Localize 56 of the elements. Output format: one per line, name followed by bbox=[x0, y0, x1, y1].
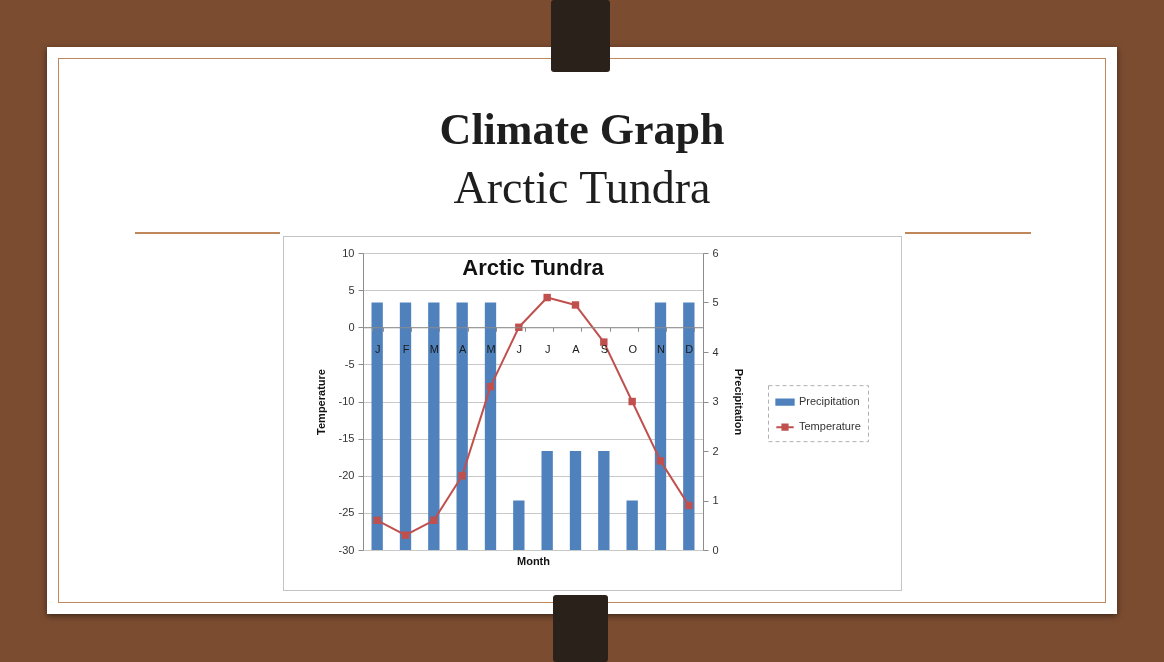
point bbox=[401, 531, 410, 539]
y2-tick-label: 1 bbox=[712, 494, 719, 506]
x-tick-label: J bbox=[516, 342, 523, 355]
point bbox=[685, 501, 693, 510]
bar bbox=[626, 500, 638, 550]
y2-tick-label: 5 bbox=[712, 296, 719, 308]
bar bbox=[654, 302, 667, 550]
y-tick-label: -20 bbox=[338, 469, 355, 482]
y-tick-label: 0 bbox=[348, 320, 355, 333]
y-tick-label: -25 bbox=[338, 506, 355, 519]
point bbox=[628, 397, 636, 406]
legend-label: Temperature bbox=[799, 420, 861, 433]
y2-axis-title: Precipitation bbox=[732, 368, 745, 436]
x-tick-label: A bbox=[458, 342, 467, 355]
x-tick-label: O bbox=[628, 342, 638, 355]
y2-tick-label: 2 bbox=[712, 444, 719, 457]
x-tick-label: M bbox=[486, 342, 496, 355]
y-tick-label: -5 bbox=[344, 357, 355, 370]
point bbox=[373, 516, 381, 525]
annotation: Arctic Tundra bbox=[462, 255, 605, 280]
y-tick-label: 10 bbox=[342, 246, 355, 259]
y-tick-label: -30 bbox=[338, 543, 355, 556]
chart-subtitle: Arctic Tundra bbox=[453, 162, 711, 214]
bar bbox=[371, 302, 383, 550]
y2-tick-label: 6 bbox=[712, 246, 719, 259]
point bbox=[571, 301, 580, 309]
y2-tick-label: 3 bbox=[712, 395, 719, 407]
bar bbox=[484, 302, 497, 550]
bar bbox=[683, 302, 695, 550]
x-tick-label: M bbox=[429, 342, 439, 355]
bar bbox=[513, 500, 525, 550]
y-tick-label: -15 bbox=[338, 432, 355, 445]
bar bbox=[541, 451, 553, 550]
point bbox=[430, 516, 438, 525]
y2-tick-label: 4 bbox=[712, 345, 719, 358]
bar bbox=[428, 302, 440, 550]
bar bbox=[456, 302, 468, 550]
bar bbox=[399, 302, 412, 550]
x-tick-label: F bbox=[402, 342, 410, 355]
y2-tick-label: 0 bbox=[712, 543, 719, 556]
bar bbox=[598, 451, 610, 550]
chart-title: Climate Graph bbox=[439, 104, 725, 156]
y-tick-label: -10 bbox=[338, 395, 355, 407]
point bbox=[458, 472, 466, 480]
x-tick-label: J bbox=[374, 342, 381, 355]
legend-label: Precipitation bbox=[799, 395, 860, 408]
y-tick-label: 5 bbox=[348, 283, 355, 296]
x-tick-label: A bbox=[572, 342, 581, 355]
point bbox=[656, 457, 665, 465]
x-axis-title: Month bbox=[517, 554, 551, 567]
x-tick-label: N bbox=[657, 342, 666, 355]
x-tick-label: D bbox=[685, 342, 694, 355]
y-axis-title: Temperature bbox=[314, 369, 327, 435]
x-tick-label: J bbox=[544, 342, 551, 355]
bar bbox=[569, 451, 582, 550]
point bbox=[543, 293, 551, 302]
